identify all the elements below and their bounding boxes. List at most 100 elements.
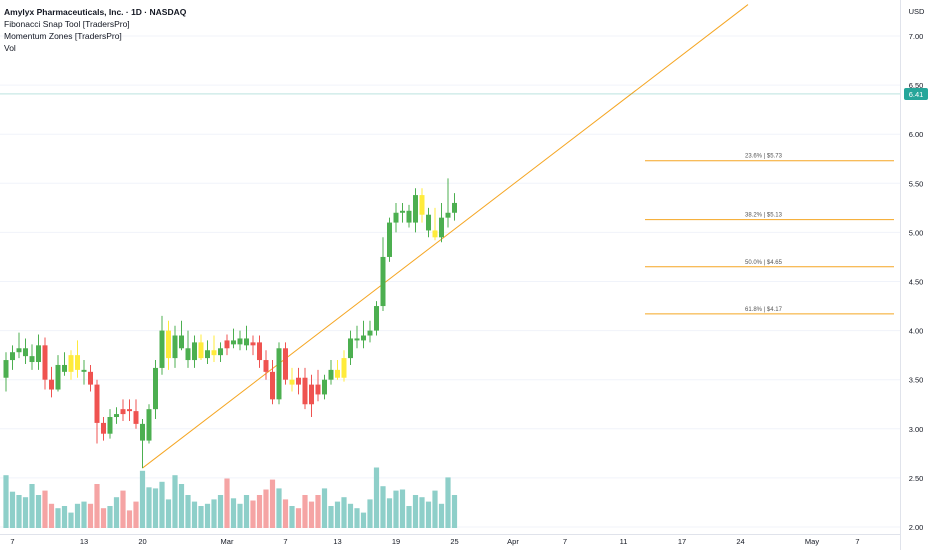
- candle-body: [198, 342, 204, 359]
- volume-bar: [185, 495, 191, 528]
- volume-bar: [419, 497, 425, 528]
- volume-bar: [107, 506, 113, 528]
- candle-body: [94, 384, 100, 423]
- candle-body: [88, 371, 93, 385]
- volume-bar: [341, 497, 347, 528]
- chart-title: Amylyx Pharmaceuticals, Inc. · 1D · NASD…: [4, 7, 187, 17]
- candle-body: [179, 335, 184, 349]
- candle-body: [16, 348, 22, 353]
- candle-body: [3, 360, 9, 378]
- y-tick-label: 6.00: [909, 130, 924, 139]
- candle-body: [439, 217, 444, 238]
- candle-body: [68, 355, 74, 372]
- volume-bar: [55, 508, 61, 528]
- volume-bar: [74, 503, 81, 528]
- candle-body: [49, 379, 54, 390]
- candle-body: [341, 358, 347, 378]
- fib-level-label: 50.0% | $4.65: [745, 260, 783, 266]
- y-tick-label: 6.50: [909, 81, 924, 90]
- candle-body: [224, 340, 230, 349]
- candle-body: [393, 212, 399, 223]
- candle-body: [354, 338, 360, 341]
- y-tick-label: 2.00: [909, 523, 924, 532]
- volume-bar: [412, 495, 419, 528]
- volume-bar: [100, 508, 107, 528]
- x-tick-label: 7: [10, 537, 14, 546]
- volume-bar: [282, 499, 289, 528]
- volume-bar: [159, 481, 165, 528]
- candle-body: [419, 195, 425, 215]
- candle-body: [387, 222, 392, 257]
- volume-bar: [445, 477, 451, 528]
- volume-bar: [432, 490, 438, 528]
- candle-body: [432, 230, 438, 238]
- volume-bar: [295, 508, 302, 528]
- candle-body: [296, 377, 301, 385]
- volume-bar: [438, 503, 445, 528]
- candle-body: [257, 342, 262, 361]
- volume-bar: [94, 484, 100, 528]
- candle-body: [159, 330, 165, 368]
- volume-bar: [328, 506, 334, 528]
- candle-body: [322, 379, 327, 395]
- candle-body: [42, 345, 48, 380]
- volume-bar: [139, 470, 146, 528]
- volume-bar: [172, 475, 178, 528]
- candle-body: [101, 422, 106, 434]
- candle-body: [172, 335, 178, 359]
- volume-bar: [243, 495, 250, 528]
- volume-bar: [48, 503, 55, 528]
- trend-line: [142, 4, 749, 469]
- indicator-momentum[interactable]: Momentum Zones [TradersPro]: [4, 31, 122, 41]
- volume-bar: [263, 489, 269, 528]
- volume-bar: [308, 501, 315, 528]
- x-tick-label: 17: [678, 537, 686, 546]
- candle-body: [374, 306, 379, 331]
- y-tick-label: 5.50: [909, 179, 924, 188]
- x-tick-label: 25: [450, 537, 458, 546]
- fib-level-label: 23.6% | $5.73: [745, 154, 783, 160]
- candle-body: [445, 212, 451, 218]
- candle-body: [153, 367, 158, 410]
- candle-body: [413, 195, 418, 223]
- volume-bar: [451, 495, 458, 528]
- last-price-badge: [904, 87, 928, 100]
- x-tick-label: Mar: [221, 537, 234, 546]
- volume-bar: [347, 503, 354, 528]
- candle-body: [244, 338, 249, 346]
- candle-body: [328, 369, 334, 380]
- volume-bar: [289, 506, 295, 528]
- x-tick-label: May: [805, 537, 819, 546]
- x-tick-label: 19: [392, 537, 400, 546]
- candle-body: [276, 348, 282, 400]
- volume-bar: [399, 489, 406, 528]
- candle-body: [361, 335, 366, 341]
- volume-bar: [61, 506, 68, 528]
- volume-bar: [126, 510, 133, 528]
- indicator-fib[interactable]: Fibonacci Snap Tool [TradersPro]: [4, 19, 130, 29]
- candle-body: [406, 210, 412, 223]
- x-tick-label: Apr: [507, 537, 519, 546]
- candle-body: [23, 348, 28, 357]
- fib-level-label: 61.8% | $4.17: [745, 307, 783, 313]
- last-price-label: 6.41: [909, 90, 924, 99]
- volume-bar: [406, 506, 412, 528]
- volume-bar: [302, 495, 308, 528]
- candle-body: [218, 348, 223, 356]
- indicator-vol[interactable]: Vol: [4, 43, 16, 53]
- volume-bar: [35, 495, 42, 528]
- currency-label[interactable]: USD: [900, 0, 932, 22]
- volume-bar: [354, 508, 360, 528]
- candle-body: [348, 338, 353, 359]
- volume-bar: [87, 503, 94, 528]
- candle-body: [452, 202, 457, 213]
- volume-bar: [360, 512, 367, 528]
- volume-bar: [178, 484, 185, 528]
- candle-body: [270, 371, 275, 400]
- candle-body: [120, 409, 126, 415]
- volume-bar: [113, 497, 120, 528]
- candle-body: [140, 423, 145, 441]
- candle-body: [426, 214, 431, 231]
